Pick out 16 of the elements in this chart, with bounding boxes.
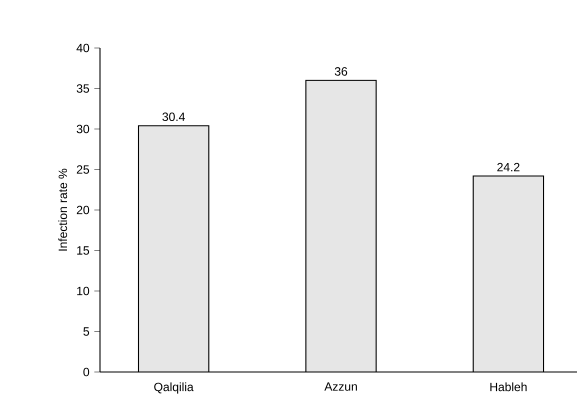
- y-tick-label: 5: [83, 327, 90, 336]
- y-tick-label: 35: [76, 84, 90, 93]
- x-tick-label: Hableh: [490, 382, 527, 392]
- data-label: 36: [334, 67, 348, 76]
- y-tick-label: 0: [83, 368, 90, 376]
- y-tick-label: 20: [76, 206, 90, 214]
- data-label: 30.4: [162, 112, 185, 122]
- x-tick-label: Azzun: [324, 382, 357, 391]
- y-tick-label: 15: [77, 246, 90, 255]
- y-tick-label: 30: [76, 124, 90, 134]
- y-tick-label: 40: [76, 44, 90, 52]
- x-tick-label: Qalqilia: [154, 382, 194, 394]
- y-axis-title: Infection rate %: [58, 168, 68, 251]
- y-tick-label: 25: [76, 165, 90, 174]
- data-label: 24.2: [497, 162, 520, 172]
- y-tick-label: 10: [77, 286, 90, 296]
